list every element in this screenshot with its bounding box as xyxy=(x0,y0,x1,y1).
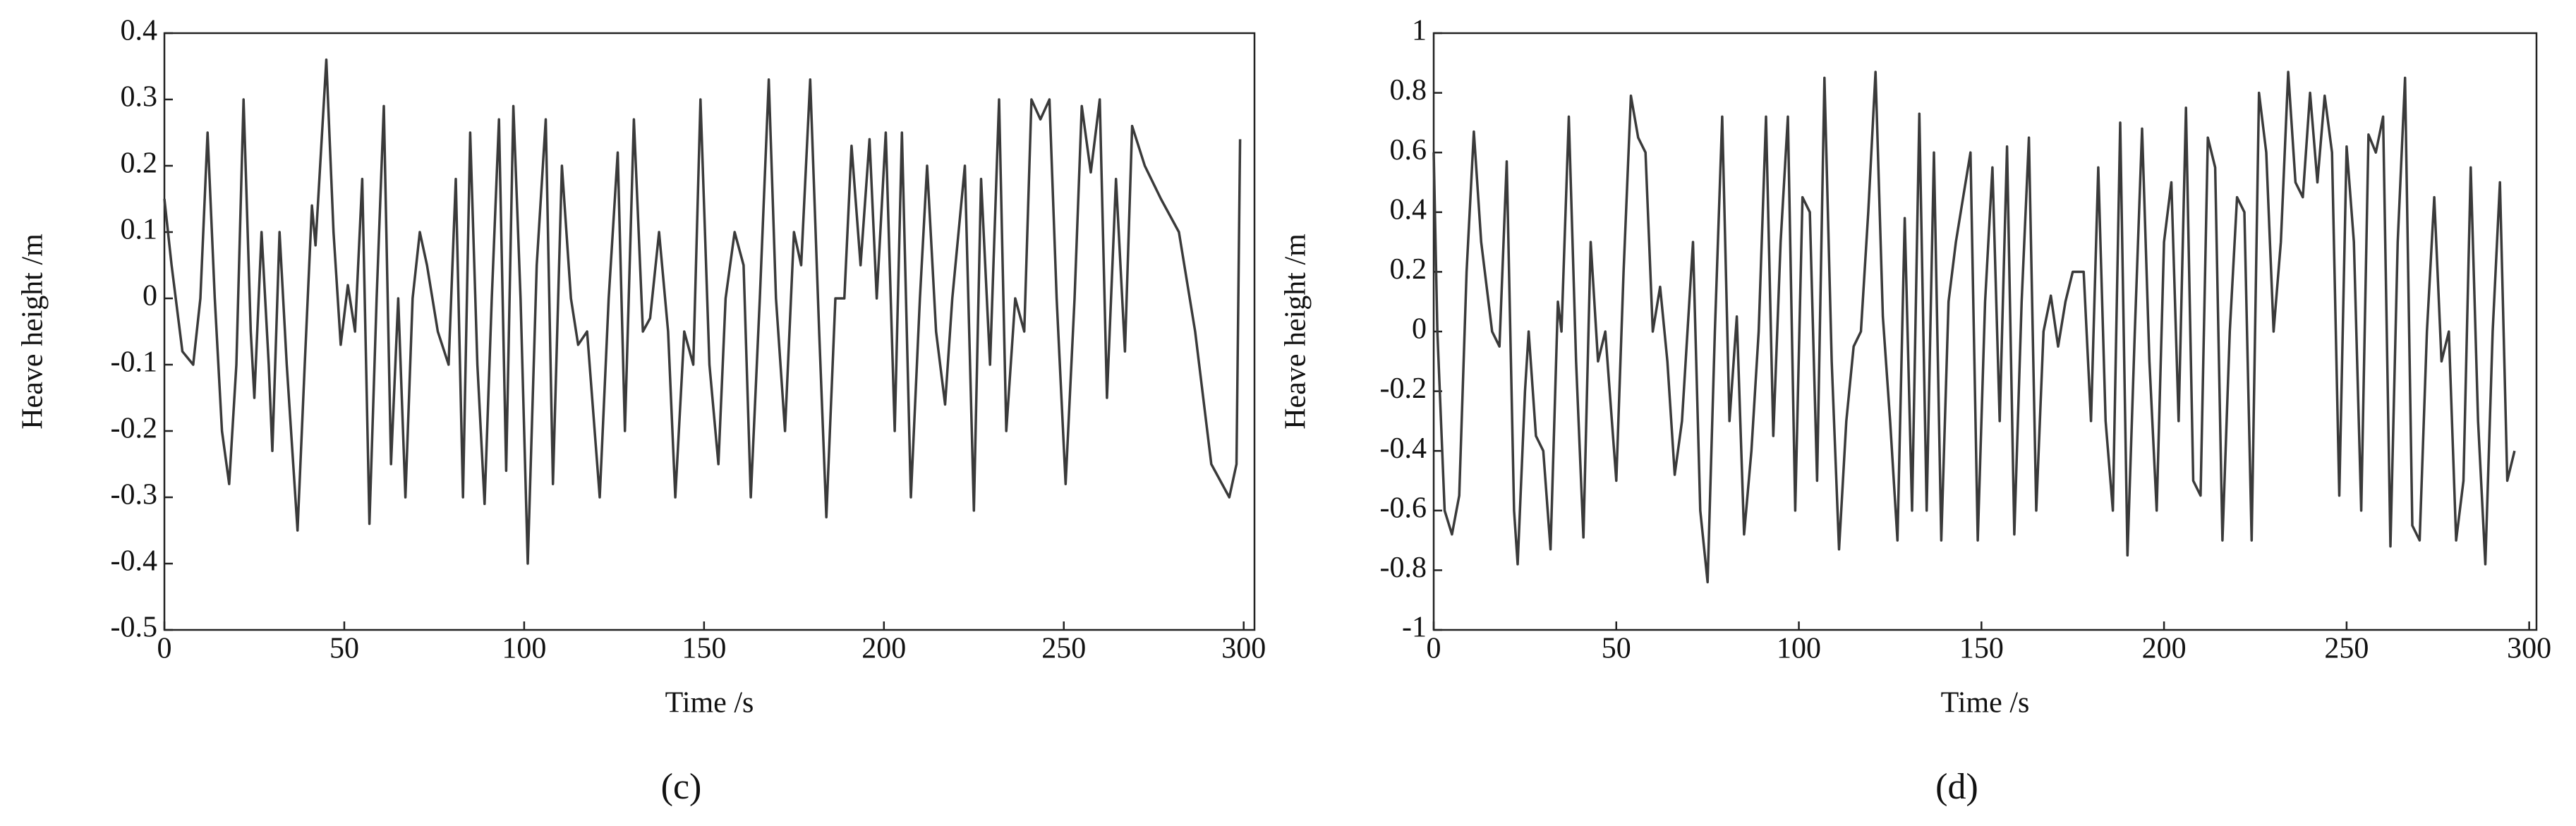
x-tick-label: 0 xyxy=(1427,633,1441,665)
x-tick-label: 50 xyxy=(1602,633,1631,665)
y-tick-label: 0 xyxy=(1412,313,1427,346)
y-axis-label: Heave height /m xyxy=(1280,233,1312,430)
x-tick-label: 150 xyxy=(1959,633,2004,665)
y-tick-label: 0.3 xyxy=(121,81,158,114)
panel-label: (d) xyxy=(1935,767,1978,807)
y-tick-label: -0.6 xyxy=(1380,492,1427,524)
x-tick-label: 200 xyxy=(861,633,906,665)
y-tick-label: 1 xyxy=(1412,15,1427,47)
x-tick-label: 250 xyxy=(1041,633,1086,665)
y-tick-label: -0.5 xyxy=(111,612,158,644)
x-tick-label: 50 xyxy=(329,633,359,665)
x-tick-label: 200 xyxy=(2142,633,2187,665)
y-tick-label: -0.3 xyxy=(111,479,158,511)
x-axis-label: Time /s xyxy=(665,687,754,719)
y-tick-label: 0 xyxy=(143,280,157,312)
y-tick-label: 0.4 xyxy=(1390,193,1427,226)
y-tick-label: -0.1 xyxy=(111,346,158,379)
y-tick-label: -0.8 xyxy=(1380,552,1427,584)
x-tick-label: 100 xyxy=(1777,633,1821,665)
data-line xyxy=(1432,71,2516,584)
y-tick-label: 0.8 xyxy=(1390,74,1427,107)
panel-label: (c) xyxy=(661,767,702,807)
y-tick-label: -0.2 xyxy=(1380,372,1427,405)
y-tick-label: -0.4 xyxy=(1380,432,1427,465)
data-line xyxy=(163,58,1242,565)
y-tick-label: 0.2 xyxy=(1390,253,1427,286)
y-tick-label: 0.4 xyxy=(121,15,158,47)
x-axis-label: Time /s xyxy=(1941,687,2030,719)
x-tick-label: 300 xyxy=(2507,633,2551,665)
x-tick-label: 150 xyxy=(682,633,726,665)
y-tick-label: 0.2 xyxy=(121,147,158,180)
y-tick-label: 0.1 xyxy=(121,214,158,246)
x-tick-label: 100 xyxy=(502,633,546,665)
y-tick-label: -1 xyxy=(1402,612,1427,644)
y-tick-label: -0.2 xyxy=(111,413,158,445)
x-tick-label: 250 xyxy=(2324,633,2369,665)
y-tick-label: 0.6 xyxy=(1390,134,1427,166)
y-axis-label: Heave height /m xyxy=(17,233,49,430)
plot-frame xyxy=(163,32,1256,631)
x-tick-label: 300 xyxy=(1221,633,1266,665)
y-tick-label: -0.4 xyxy=(111,545,158,578)
x-tick-label: 0 xyxy=(157,633,172,665)
